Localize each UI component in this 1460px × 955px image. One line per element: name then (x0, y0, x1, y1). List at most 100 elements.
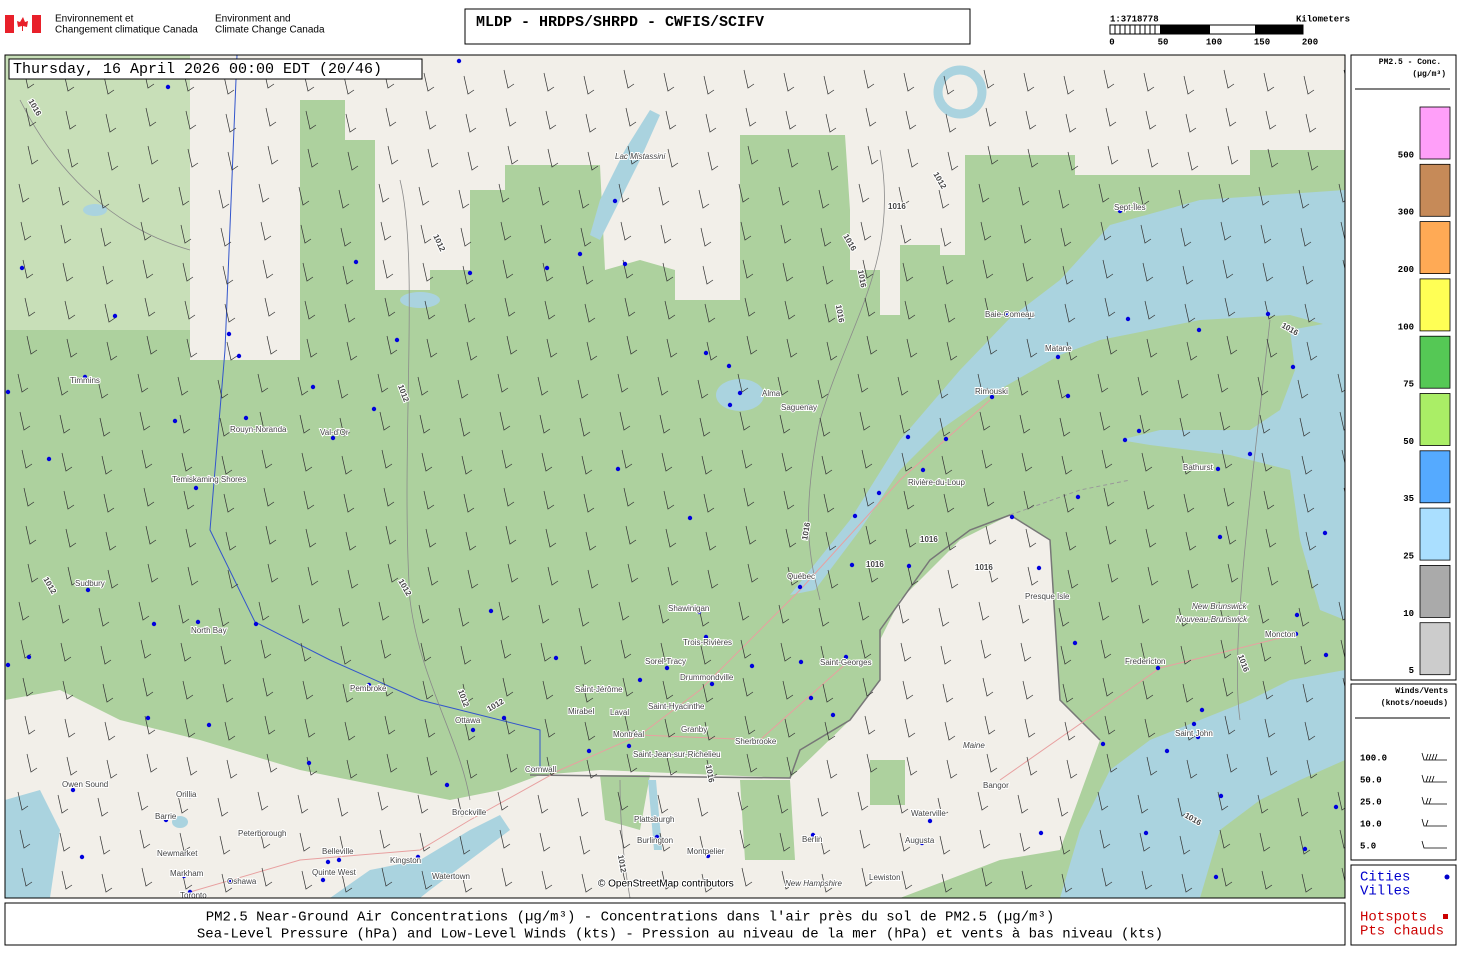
legend-swatch (1419, 106, 1451, 160)
city-dot (488, 608, 494, 614)
isobar-label: 1016 (975, 563, 993, 572)
legend-swatch (1419, 163, 1451, 217)
scale-label: 200 (1302, 37, 1318, 47)
city-dot (553, 655, 559, 661)
city-dot (470, 727, 476, 733)
city-dot (584, 709, 590, 715)
city-label: Berlin (802, 835, 822, 844)
wind-barbs (17, 69, 1345, 893)
city-dot (906, 563, 912, 569)
legend-swatch (1419, 622, 1451, 676)
city-label: Plattsburgh (634, 815, 674, 824)
wind-symbol (1421, 818, 1447, 827)
city-dot (703, 634, 709, 640)
city-label: Sept-Îles (1114, 203, 1146, 212)
scale-unit: Kilometers (1296, 14, 1350, 24)
city-label: Toronto (180, 891, 207, 900)
city-dot (1290, 364, 1296, 370)
isobar-label: 1016 (920, 535, 938, 544)
city-label: Bangor (983, 781, 1009, 790)
city-dot (371, 406, 377, 412)
city-dot (852, 513, 858, 519)
city-label: Oshawa (227, 877, 257, 886)
map-frame (4, 54, 1346, 899)
legend-label: 50 (1403, 437, 1414, 447)
city-dot (501, 715, 507, 721)
wind-barb-field (17, 69, 1345, 893)
city-dot (70, 787, 76, 793)
city-label: Pembroke (350, 684, 387, 693)
city-dot (5, 389, 11, 395)
city-dot (1293, 631, 1299, 637)
legend-swatch (1419, 565, 1451, 618)
timestamp: Thursday, 16 April 2026 00:00 EDT (20/46… (13, 61, 382, 78)
legend-swatch (1419, 450, 1451, 504)
city-dot (727, 402, 733, 408)
city-dot (586, 748, 592, 754)
city-dot (1072, 640, 1078, 646)
city-dot (696, 609, 702, 615)
city-dot (726, 363, 732, 369)
legend-title: (µg/m³) (1412, 70, 1446, 79)
cities-label: Villes (1360, 884, 1410, 900)
city-dot (243, 415, 249, 421)
city-label: Rimouski (975, 387, 1008, 396)
city-dot (675, 704, 681, 710)
city-dot (614, 709, 620, 715)
city-label: Montpelier (687, 847, 725, 856)
scale-seg (1160, 25, 1210, 34)
city-dot (1065, 393, 1071, 399)
city-dot (755, 739, 761, 745)
city-dot (1265, 311, 1271, 317)
city-dot (626, 743, 632, 749)
city-dot (1117, 208, 1123, 214)
city-label: Saguenay (781, 403, 817, 412)
city-dot (310, 384, 316, 390)
city-dot (943, 436, 949, 442)
city-dot (1036, 565, 1042, 571)
city-dot (85, 587, 91, 593)
city-dot (320, 877, 326, 883)
wind-symbol (1421, 796, 1447, 805)
legend-title: PM2.5 - Conc. (1379, 58, 1441, 67)
city-dot (82, 374, 88, 380)
legend-label: 300 (1398, 208, 1414, 218)
city-dot (172, 418, 178, 424)
city-dot (990, 782, 996, 788)
city-dot (449, 874, 455, 880)
city-dot (5, 662, 11, 668)
city-dot (843, 654, 849, 660)
city-label: Trois-Rivières (683, 638, 732, 647)
caption: Sea-Level Pressure (hPa) and Low-Level W… (197, 927, 1163, 943)
caption-box (4, 902, 1346, 946)
city-dot (1122, 437, 1128, 443)
city-dot (236, 353, 242, 359)
scale-label: 50 (1158, 37, 1169, 47)
wind-label: 50.0 (1360, 775, 1382, 785)
hotspots-label: Pts chauds (1360, 924, 1444, 940)
city-dot (703, 350, 709, 356)
city-dot (394, 337, 400, 343)
city-dot (798, 659, 804, 665)
city-dot (253, 621, 259, 627)
legend-swatch (1419, 393, 1451, 446)
city-dot (456, 58, 462, 64)
city-dot (267, 831, 273, 837)
city-dot (468, 810, 474, 816)
wind-symbol (1421, 774, 1447, 783)
city-dot (46, 456, 52, 462)
city-dot (830, 712, 836, 718)
city-dot (1294, 612, 1300, 618)
region-label: New Brunswick (1192, 602, 1248, 611)
city-label: Fredericton (1125, 657, 1165, 666)
city-label: Québec (787, 572, 815, 581)
city-label: Markham (170, 869, 204, 878)
symbols-panel (1350, 864, 1457, 946)
winds-title: (knots/noeuds) (1381, 699, 1448, 708)
cities-label: Cities (1360, 870, 1410, 886)
city-dot (1215, 466, 1221, 472)
legend-label: 35 (1403, 494, 1414, 504)
city-dot (1191, 721, 1197, 727)
